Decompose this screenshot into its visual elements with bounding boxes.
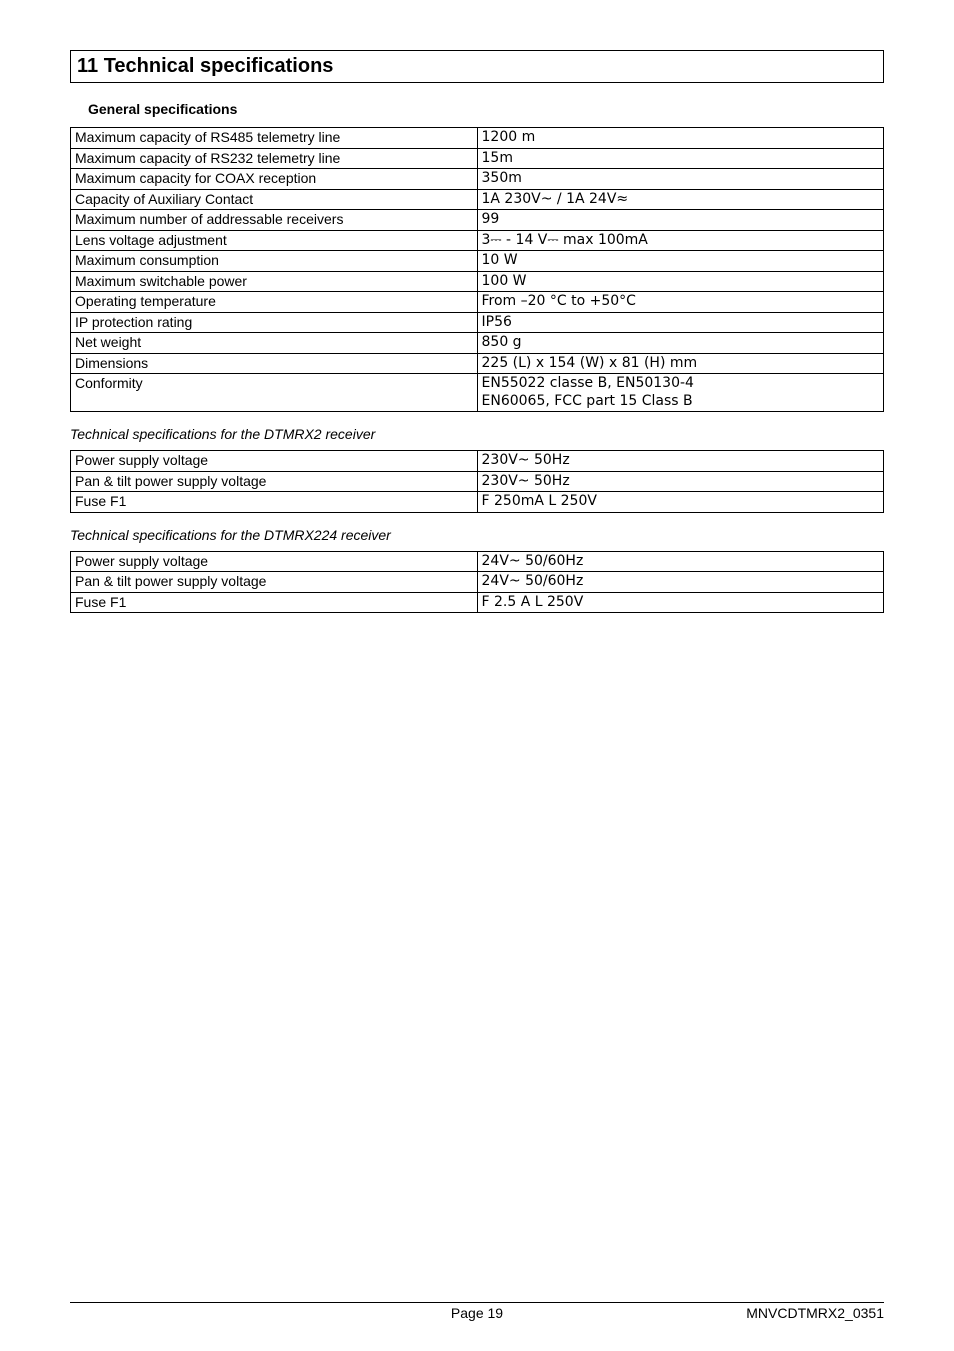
table-row: Fuse F1F 250mA L 250V xyxy=(71,492,884,513)
table-row: Pan & tilt power supply voltage230V~ 50H… xyxy=(71,471,884,492)
dtmrx224-heading: Technical specifications for the DTMRX22… xyxy=(70,527,884,543)
table-row: ConformityEN55022 classe B, EN50130-4EN6… xyxy=(71,374,884,412)
spec-label: Fuse F1 xyxy=(71,492,478,513)
spec-label: Dimensions xyxy=(71,353,478,374)
spec-value: 1A 230V~ / 1A 24V≈ xyxy=(477,189,884,210)
footer-page: Page 19 xyxy=(341,1305,612,1321)
spec-label: Lens voltage adjustment xyxy=(71,230,478,251)
table-row: Fuse F1F 2.5 A L 250V xyxy=(71,592,884,613)
table-row: Maximum switchable power100 W xyxy=(71,271,884,292)
spec-label: Operating temperature xyxy=(71,292,478,313)
spec-value: EN55022 classe B, EN50130-4EN60065, FCC … xyxy=(477,374,884,412)
spec-label: Power supply voltage xyxy=(71,551,478,572)
section-title: 11 Technical specifications xyxy=(77,55,333,77)
table-row: Maximum capacity of RS232 telemetry line… xyxy=(71,148,884,169)
footer-left xyxy=(70,1305,341,1321)
spec-value: 24V~ 50/60Hz xyxy=(477,572,884,593)
table-row: Power supply voltage24V~ 50/60Hz xyxy=(71,551,884,572)
table-row: Pan & tilt power supply voltage24V~ 50/6… xyxy=(71,572,884,593)
spec-value: 230V~ 50Hz xyxy=(477,471,884,492)
spec-label: Maximum consumption xyxy=(71,251,478,272)
table-row: Maximum consumption10 W xyxy=(71,251,884,272)
table-row: Maximum capacity of RS485 telemetry line… xyxy=(71,128,884,149)
spec-value: 225 (L) x 154 (W) x 81 (H) mm xyxy=(477,353,884,374)
spec-value: IP56 xyxy=(477,312,884,333)
footer-doc-id: MNVCDTMRX2_0351 xyxy=(613,1305,884,1321)
table-row: Power supply voltage230V~ 50Hz xyxy=(71,451,884,472)
spec-value: F 2.5 A L 250V xyxy=(477,592,884,613)
spec-value: F 250mA L 250V xyxy=(477,492,884,513)
table-row: IP protection ratingIP56 xyxy=(71,312,884,333)
spec-value: 350m xyxy=(477,169,884,190)
section-title-box: 11 Technical specifications xyxy=(70,50,884,83)
spec-label: Maximum number of addressable receivers xyxy=(71,210,478,231)
table-row: Net weight850 g xyxy=(71,333,884,354)
table-row: Dimensions225 (L) x 154 (W) x 81 (H) mm xyxy=(71,353,884,374)
spec-label: Capacity of Auxiliary Contact xyxy=(71,189,478,210)
table-row: Lens voltage adjustment3⎓ - 14 V⎓ max 10… xyxy=(71,230,884,251)
spec-label: Power supply voltage xyxy=(71,451,478,472)
spec-label: IP protection rating xyxy=(71,312,478,333)
dtmrx2-heading: Technical specifications for the DTMRX2 … xyxy=(70,426,884,442)
spec-label: Pan & tilt power supply voltage xyxy=(71,471,478,492)
spec-label: Maximum capacity of RS485 telemetry line xyxy=(71,128,478,149)
spec-value: From –20 °C to +50°C xyxy=(477,292,884,313)
spec-value: 3⎓ - 14 V⎓ max 100mA xyxy=(477,230,884,251)
dtmrx224-spec-table: Power supply voltage24V~ 50/60HzPan & ti… xyxy=(70,551,884,614)
page-footer: Page 19 MNVCDTMRX2_0351 xyxy=(70,1302,884,1321)
table-row: Maximum number of addressable receivers9… xyxy=(71,210,884,231)
spec-label: Maximum switchable power xyxy=(71,271,478,292)
spec-value: 24V~ 50/60Hz xyxy=(477,551,884,572)
spec-value: 230V~ 50Hz xyxy=(477,451,884,472)
spec-label: Pan & tilt power supply voltage xyxy=(71,572,478,593)
table-row: Maximum capacity for COAX reception350m xyxy=(71,169,884,190)
spec-label: Fuse F1 xyxy=(71,592,478,613)
general-spec-table: Maximum capacity of RS485 telemetry line… xyxy=(70,127,884,412)
table-row: Operating temperatureFrom –20 °C to +50°… xyxy=(71,292,884,313)
spec-label: Maximum capacity of RS232 telemetry line xyxy=(71,148,478,169)
general-heading: General specifications xyxy=(88,101,884,117)
spec-value: 100 W xyxy=(477,271,884,292)
spec-value: 99 xyxy=(477,210,884,231)
table-row: Capacity of Auxiliary Contact1A 230V~ / … xyxy=(71,189,884,210)
spec-value: 850 g xyxy=(477,333,884,354)
spec-label: Conformity xyxy=(71,374,478,412)
spec-value: 15m xyxy=(477,148,884,169)
spec-label: Net weight xyxy=(71,333,478,354)
spec-value: 1200 m xyxy=(477,128,884,149)
spec-value: 10 W xyxy=(477,251,884,272)
spec-label: Maximum capacity for COAX reception xyxy=(71,169,478,190)
dtmrx2-spec-table: Power supply voltage230V~ 50HzPan & tilt… xyxy=(70,450,884,513)
